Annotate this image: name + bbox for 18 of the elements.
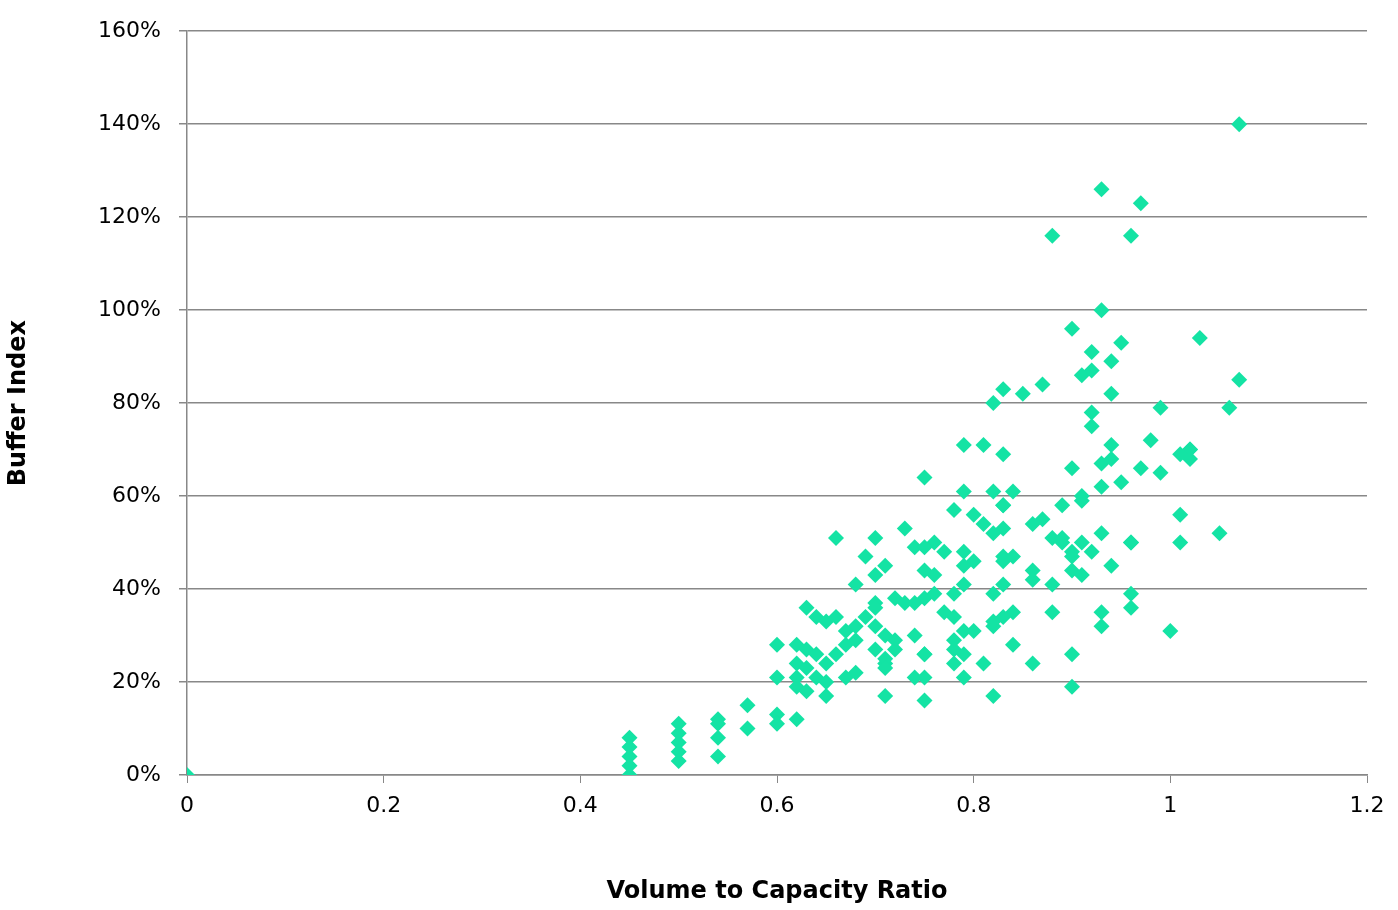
y-tick-label: 40% <box>112 574 161 600</box>
x-tick-label: 1 <box>1163 791 1178 817</box>
x-tick-label: 0.8 <box>956 791 992 817</box>
y-tick-label: 160% <box>98 16 161 42</box>
y-tick-label: 120% <box>98 202 161 228</box>
y-tick-label: 100% <box>98 295 161 321</box>
y-tick-label: 60% <box>112 481 161 507</box>
x-axis-title: Volume to Capacity Ratio <box>606 875 948 904</box>
y-tick-label: 80% <box>112 388 161 414</box>
y-tick-label: 0% <box>126 760 161 786</box>
x-tick-label: 0 <box>180 791 194 817</box>
y-tick-label: 140% <box>98 109 161 135</box>
x-tick-label: 1.2 <box>1349 791 1385 817</box>
x-tick-label: 0.2 <box>366 791 402 817</box>
y-tick-label: 20% <box>112 667 161 693</box>
y-axis-title: Buffer Index <box>2 319 31 487</box>
x-tick-label: 0.6 <box>759 791 795 817</box>
x-tick-label: 0.4 <box>562 791 598 817</box>
